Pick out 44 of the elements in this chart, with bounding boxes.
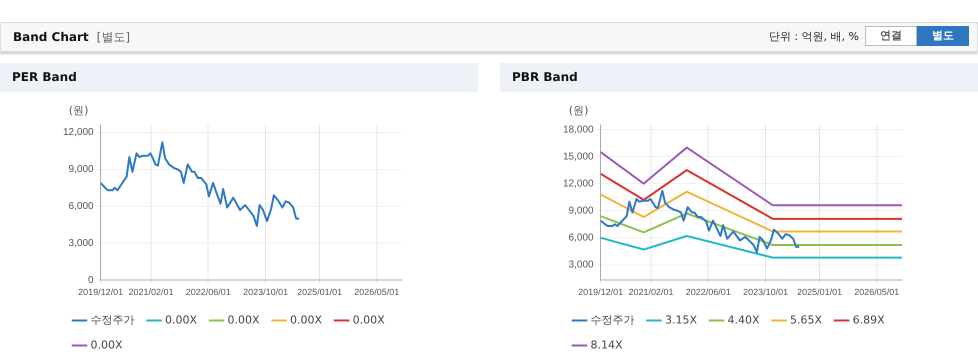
legend-label: 6.89X [852,313,886,326]
x-tick-label: 2022/06/01 [186,287,231,298]
y-tick-label: 0 [88,274,94,286]
legend-label: 3.15X [665,313,698,326]
x-tick-label: 2026/05/01 [854,287,900,298]
legend-label: 5.65X [790,313,823,326]
y-axis-title: (원) [68,104,88,117]
text: [별도] [96,30,130,44]
x-tick-label: 2025/01/01 [797,287,842,298]
x-tick-label: 2026/05/01 [354,287,400,298]
legend-label: 수정주가 [90,313,134,326]
x-tick-label: 2021/02/01 [128,287,174,298]
text: Band Chart [13,30,89,44]
x-tick-label: 2025/01/01 [297,287,342,298]
x-tick-label: 2021/02/01 [628,287,674,298]
y-tick-label: 3,000 [68,238,94,249]
y-tick-label: 6,000 [568,232,594,244]
x-tick-label: 2023/10/01 [743,287,788,298]
legend-label: 0.00X [352,313,386,326]
legend-label: 4.40X [728,313,760,326]
y-tick-label: 3,000 [568,260,594,271]
text: 연결 [865,26,917,46]
x-tick-label: 2019/12/01 [78,287,124,298]
text: 별도 [917,26,969,46]
chart-title: PER Band [0,63,478,92]
x-tick-label: 2022/06/01 [686,287,731,298]
y-tick-label: 9,000 [68,164,94,176]
y-axis-title: (원) [568,104,588,117]
y-tick-label: 12,000 [562,178,594,190]
chart-title: PBR Band [500,63,978,92]
x-tick-label: 2023/10/01 [243,287,288,298]
x-tick-label: 2019/12/01 [578,287,624,298]
legend-label: 0.00X [165,313,198,326]
legend-label: 수정주가 [590,313,634,326]
y-tick-label: 18,000 [562,124,594,136]
y-tick-label: 9,000 [568,205,594,216]
legend-label: 8.14X [590,338,623,352]
y-tick-label: 6,000 [68,201,94,212]
legend-label: 0.00X [290,313,323,326]
text: 단위 : 억원, 배, % [768,28,859,44]
legend-label: 0.00X [90,338,123,352]
legend-label: 0.00X [228,313,260,326]
y-tick-label: 15,000 [562,151,594,162]
y-tick-label: 12,000 [62,127,94,138]
